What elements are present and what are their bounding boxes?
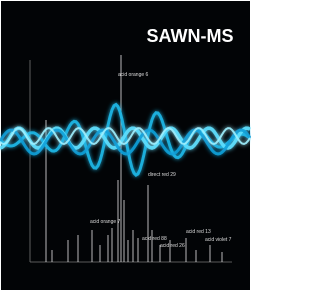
peak-label: acid orange 7: [90, 219, 121, 225]
scene: SAWN-MS acid orange 6 direct red 29 acid…: [0, 0, 251, 292]
title: SAWN-MS: [147, 26, 234, 46]
peak-label: acid red 26: [160, 243, 185, 249]
peak-label: direct red 29: [148, 172, 176, 178]
peak-label: acid violet 7: [205, 237, 232, 243]
peak-label: acid red 13: [186, 229, 211, 235]
peak-label: acid orange 6: [118, 72, 149, 78]
page: SAWN-MS acid orange 6 direct red 29 acid…: [0, 0, 251, 292]
peak-label: acid red 88: [142, 236, 167, 242]
